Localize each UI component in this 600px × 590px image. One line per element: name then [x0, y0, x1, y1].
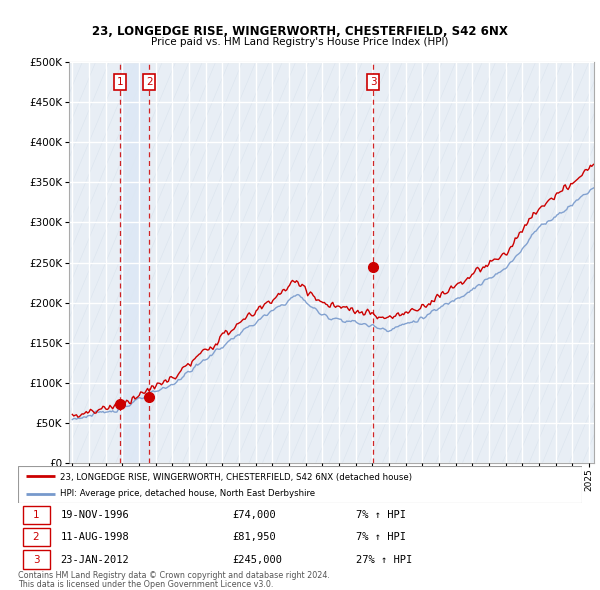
Text: 3: 3 [370, 77, 377, 87]
Text: 27% ↑ HPI: 27% ↑ HPI [356, 555, 413, 565]
Text: 19-NOV-1996: 19-NOV-1996 [60, 510, 129, 520]
Text: £245,000: £245,000 [232, 555, 283, 565]
Text: 7% ↑ HPI: 7% ↑ HPI [356, 532, 406, 542]
Text: 23-JAN-2012: 23-JAN-2012 [60, 555, 129, 565]
Text: Price paid vs. HM Land Registry's House Price Index (HPI): Price paid vs. HM Land Registry's House … [151, 38, 449, 47]
Text: £81,950: £81,950 [232, 532, 276, 542]
Text: HPI: Average price, detached house, North East Derbyshire: HPI: Average price, detached house, Nort… [60, 489, 316, 498]
FancyBboxPatch shape [23, 506, 50, 524]
Text: 1: 1 [33, 510, 40, 520]
Text: 3: 3 [33, 555, 40, 565]
FancyBboxPatch shape [23, 550, 50, 569]
Text: 2: 2 [33, 532, 40, 542]
Text: This data is licensed under the Open Government Licence v3.0.: This data is licensed under the Open Gov… [18, 579, 274, 589]
Text: £74,000: £74,000 [232, 510, 276, 520]
Text: 1: 1 [117, 77, 124, 87]
FancyBboxPatch shape [18, 466, 582, 503]
Text: 2: 2 [146, 77, 152, 87]
Text: Contains HM Land Registry data © Crown copyright and database right 2024.: Contains HM Land Registry data © Crown c… [18, 571, 330, 581]
Text: 23, LONGEDGE RISE, WINGERWORTH, CHESTERFIELD, S42 6NX: 23, LONGEDGE RISE, WINGERWORTH, CHESTERF… [92, 25, 508, 38]
FancyBboxPatch shape [23, 528, 50, 546]
Text: 7% ↑ HPI: 7% ↑ HPI [356, 510, 406, 520]
Text: 23, LONGEDGE RISE, WINGERWORTH, CHESTERFIELD, S42 6NX (detached house): 23, LONGEDGE RISE, WINGERWORTH, CHESTERF… [60, 473, 412, 481]
Text: 11-AUG-1998: 11-AUG-1998 [60, 532, 129, 542]
Bar [121, 62, 149, 463]
